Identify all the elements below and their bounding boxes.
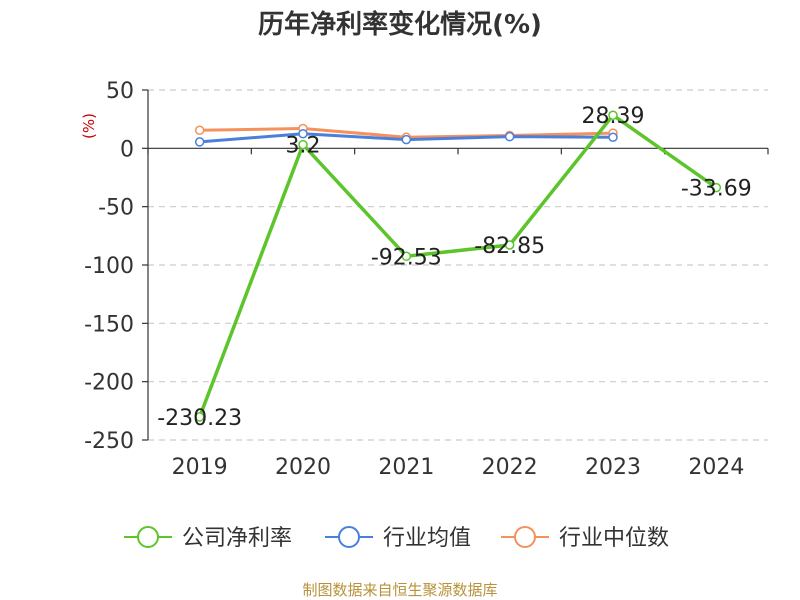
axes: 50 0 -50 -100 -150 -200 -250 2019 2020 2021 2022 20… — [84, 79, 769, 480]
data-point — [298, 139, 308, 150]
chart-title: 历年净利率变化情况(%) — [258, 9, 542, 40]
legend-label: 行业中位数 — [559, 526, 669, 551]
data-point — [711, 182, 722, 193]
data-point — [608, 110, 618, 120]
data-point — [401, 134, 412, 145]
data-point — [608, 132, 618, 142]
data-point — [194, 137, 205, 147]
data-point — [401, 251, 412, 262]
data-label: -82.85 — [474, 234, 545, 259]
x-tick-label: 2020 — [275, 455, 331, 480]
y-tick-label: 50 — [106, 79, 134, 104]
series-layer — [194, 110, 722, 422]
grid-lines — [148, 89, 768, 441]
data-labels: -230.23 3.2 -92.53 -82.85 28.39 -33.69 — [157, 104, 752, 431]
data-point — [298, 129, 308, 139]
x-tick-label: 2023 — [585, 455, 641, 480]
y-tick-label: 0 — [120, 137, 134, 162]
data-label: 28.39 — [582, 104, 645, 129]
legend-swatch-marker — [338, 526, 360, 548]
data-point — [504, 240, 515, 250]
series-line-0 — [198, 113, 718, 418]
legend: 公司净利率 行业均值 行业中位数 — [124, 526, 669, 551]
legend-swatch-marker — [137, 526, 159, 548]
x-tick-label: 2021 — [378, 455, 434, 480]
source-note: 制图数据来自恒生聚源数据库 — [302, 581, 497, 599]
data-point — [504, 131, 515, 142]
x-tick-label: 2022 — [482, 455, 538, 480]
data-label: -92.53 — [371, 245, 442, 270]
legend-swatch-marker — [514, 526, 536, 548]
x-tick-label: 2024 — [688, 455, 744, 480]
data-point — [194, 125, 205, 135]
legend-label: 公司净利率 — [182, 526, 292, 551]
data-label: 3.2 — [286, 134, 321, 159]
data-label: -33.69 — [681, 177, 752, 202]
data-label: -230.23 — [157, 406, 242, 431]
y-tick-label: -250 — [84, 429, 134, 454]
x-tick-label: 2019 — [172, 455, 228, 480]
data-point — [194, 412, 205, 422]
y-tick-label: -50 — [98, 196, 134, 221]
y-axis-unit: (%) — [80, 113, 98, 139]
y-tick-label: -200 — [84, 371, 134, 396]
legend-label: 行业均值 — [383, 526, 471, 551]
y-tick-label: -100 — [84, 254, 134, 279]
y-tick-label: -150 — [84, 312, 134, 337]
